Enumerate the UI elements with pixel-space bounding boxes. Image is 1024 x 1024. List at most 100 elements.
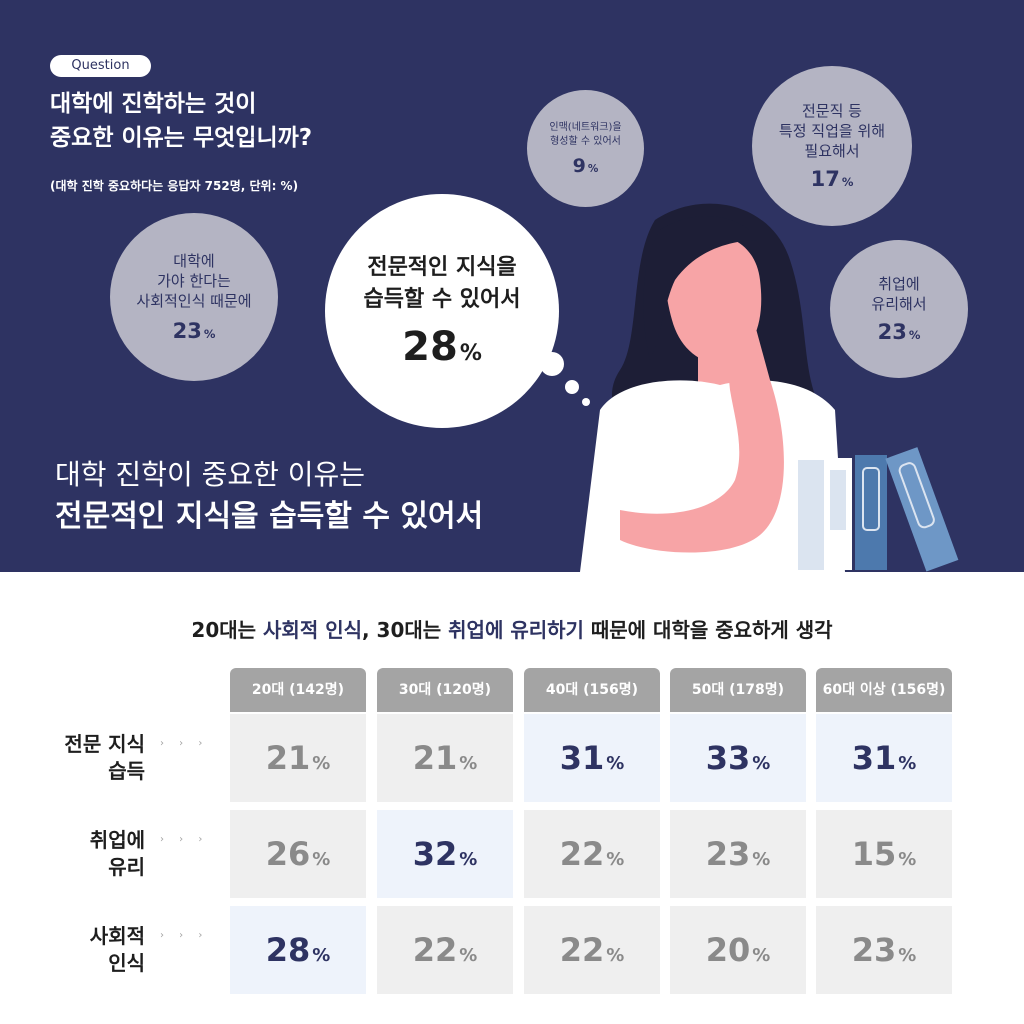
bubble-label-line: 특정 직업을 위해 — [778, 122, 886, 140]
bubble-value: 17% — [810, 167, 854, 191]
bubble-value: 9% — [572, 154, 599, 177]
table-cell: 32% — [377, 810, 513, 898]
cell-unit: % — [898, 848, 917, 870]
cell-value: 31 — [851, 739, 897, 777]
subtitle-part: 때문에 대학을 중요하게 생각 — [583, 618, 833, 642]
cell-unit: % — [312, 848, 331, 870]
cell-unit: % — [752, 944, 771, 966]
table-cell: 33% — [670, 714, 806, 802]
bubble-label: 취업에 유리해서 — [871, 274, 926, 314]
bubble-label-line: 인맥(네트워크)을 — [549, 121, 622, 133]
cell-value: 28 — [265, 931, 311, 969]
question-badge: Question — [50, 55, 151, 77]
table-cell: 23% — [816, 906, 952, 994]
subtitle-highlight: 사회적 인식 — [263, 618, 362, 642]
row-label: 사회적 인식 — [89, 924, 145, 975]
cell-unit: % — [752, 752, 771, 774]
bubble-employment: 취업에 유리해서 23% — [830, 240, 968, 378]
column-header: 20대 (142명) — [230, 668, 366, 712]
cell-value: 20 — [705, 931, 751, 969]
chevron-right-icon: › › › — [160, 930, 209, 941]
book-3 — [855, 455, 887, 570]
bubble-value: 23% — [877, 320, 921, 344]
column-header: 30대 (120명) — [377, 668, 513, 712]
table-cell: 26% — [230, 810, 366, 898]
row-label: 취업에 유리 — [89, 828, 145, 879]
cell-value: 32 — [412, 835, 458, 873]
row-label: 전문 지식 습득 — [64, 732, 145, 783]
bubble-label: 인맥(네트워크)을 형성할 수 있어서 — [549, 121, 621, 149]
subtitle-part: 20대는 — [191, 618, 264, 642]
headline-line: 대학 진학이 중요한 이유는 — [55, 458, 366, 491]
cell-unit: % — [606, 752, 625, 774]
arm-shape — [620, 299, 784, 553]
bubble-label-line: 사회적인식 때문에 — [136, 292, 252, 310]
thinking-woman-illustration — [580, 203, 959, 572]
cell-unit: % — [459, 944, 478, 966]
subtitle-part: , 30대는 — [362, 618, 449, 642]
question-title-line: 중요한 이유는 무엇입니까? — [50, 125, 313, 151]
headline: 대학 진학이 중요한 이유는 전문적인 지식을 습득할 수 있어서 — [55, 455, 483, 539]
bubble-label-line: 필요해서 — [804, 142, 860, 160]
cell-value: 21 — [265, 739, 311, 777]
cell-unit: % — [459, 752, 478, 774]
subtitle-highlight: 취업에 유리하기 — [448, 618, 584, 642]
table-cell: 31% — [816, 714, 952, 802]
question-title: 대학에 진학하는 것이 중요한 이유는 무엇입니까? — [50, 87, 390, 155]
cell-unit: % — [898, 752, 917, 774]
bubble-value: 28% — [402, 324, 482, 370]
bubble-label: 대학에 가야 한다는 사회적인식 때문에 — [136, 251, 251, 311]
bubble-label-line: 전문직 등 — [802, 102, 862, 120]
table-cell: 22% — [377, 906, 513, 994]
book-4 — [885, 447, 959, 572]
question-note: (대학 진학 중요하다는 응답자 752명, 단위: %) — [50, 179, 299, 193]
hero-section: Question 대학에 진학하는 것이 중요한 이유는 무엇입니까? (대학 … — [0, 0, 1024, 572]
table-cell: 21% — [377, 714, 513, 802]
cell-value: 23 — [705, 835, 751, 873]
cell-unit: % — [312, 752, 331, 774]
thought-bubble-dot — [582, 398, 590, 406]
thought-bubble-dot — [565, 380, 579, 394]
column-header: 40대 (156명) — [524, 668, 660, 712]
table-cell: 22% — [524, 906, 660, 994]
table-cell: 31% — [524, 714, 660, 802]
chevron-right-icon: › › › — [160, 738, 209, 749]
cell-unit: % — [606, 848, 625, 870]
cell-value: 23 — [851, 931, 897, 969]
table-cell: 21% — [230, 714, 366, 802]
bubble-label-line: 전문적인 지식을 — [367, 255, 517, 280]
bubble-social-perception: 대학에 가야 한다는 사회적인식 때문에 23% — [110, 213, 278, 381]
bubble-label: 전문직 등 특정 직업을 위해 필요해서 — [779, 101, 885, 161]
bubble-label: 전문적인 지식을 습득할 수 있어서 — [364, 252, 521, 316]
column-header: 50대 (178명) — [670, 668, 806, 712]
table-cell: 28% — [230, 906, 366, 994]
bubble-expert-knowledge: 전문적인 지식을 습득할 수 있어서 28% — [325, 194, 559, 428]
cell-value: 33 — [705, 739, 751, 777]
headline-line-bold: 전문적인 지식을 습득할 수 있어서 — [55, 499, 484, 534]
cell-unit: % — [459, 848, 478, 870]
cell-value: 31 — [559, 739, 605, 777]
cell-unit: % — [606, 944, 625, 966]
table-cell: 23% — [670, 810, 806, 898]
question-title-line: 대학에 진학하는 것이 — [50, 91, 257, 117]
bubble-label-line: 습득할 수 있어서 — [363, 287, 521, 312]
bubble-specific-job: 전문직 등 특정 직업을 위해 필요해서 17% — [752, 66, 912, 226]
cell-value: 15 — [851, 835, 897, 873]
cell-unit: % — [312, 944, 331, 966]
column-header: 60대 이상 (156명) — [816, 668, 952, 712]
table-cell: 22% — [524, 810, 660, 898]
book-1 — [798, 460, 824, 570]
cell-value: 22 — [559, 835, 605, 873]
bubble-label-line: 유리해서 — [871, 295, 927, 313]
table-cell: 20% — [670, 906, 806, 994]
cell-unit: % — [752, 848, 771, 870]
cell-value: 22 — [559, 931, 605, 969]
hair-front-shape — [643, 216, 760, 360]
cell-value: 21 — [412, 739, 458, 777]
cell-unit: % — [898, 944, 917, 966]
table-cell: 15% — [816, 810, 952, 898]
bubble-label-line: 취업에 — [878, 275, 920, 293]
cell-value: 26 — [265, 835, 311, 873]
thought-bubble-dot — [540, 352, 564, 376]
bubble-label-line: 형성할 수 있어서 — [550, 135, 621, 147]
